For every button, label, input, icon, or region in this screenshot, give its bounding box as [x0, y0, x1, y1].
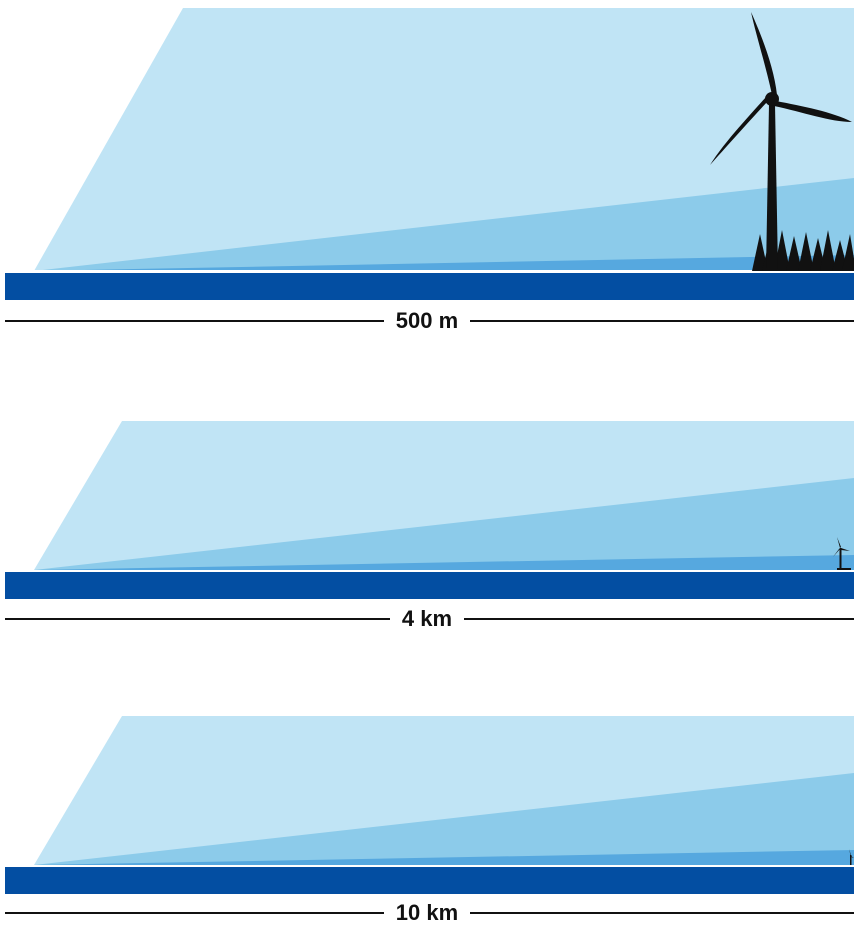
panel-500m: 500 m	[0, 0, 854, 333]
ground-band	[5, 273, 854, 300]
tree-line	[752, 230, 854, 271]
sky-band-dark	[34, 850, 854, 865]
sky-band-dark	[34, 555, 854, 570]
sky-band-mid	[34, 773, 854, 865]
sky-band-dark	[34, 255, 854, 271]
view-scene-10km	[5, 716, 854, 894]
sky-band-mid	[34, 178, 854, 271]
distance-label: 10 km	[0, 900, 854, 925]
panel-4km: 4 km	[0, 420, 854, 640]
distance-text: 4 km	[389, 606, 465, 631]
ground-band	[5, 867, 854, 894]
wind-turbine-large-icon	[710, 12, 852, 271]
view-scene-4km	[5, 421, 854, 599]
sky-band-mid	[34, 478, 854, 570]
distance-label: 4 km	[0, 606, 854, 631]
distance-label: 500 m	[0, 308, 854, 333]
panel-10km: 10 km	[0, 715, 854, 925]
ground-band	[5, 572, 854, 599]
distance-text: 500 m	[383, 308, 471, 333]
wind-turbine-small-icon	[833, 537, 851, 570]
wind-turbine-tiny-icon	[849, 849, 854, 865]
distance-text: 10 km	[383, 900, 471, 925]
view-scene-500m	[5, 8, 854, 300]
